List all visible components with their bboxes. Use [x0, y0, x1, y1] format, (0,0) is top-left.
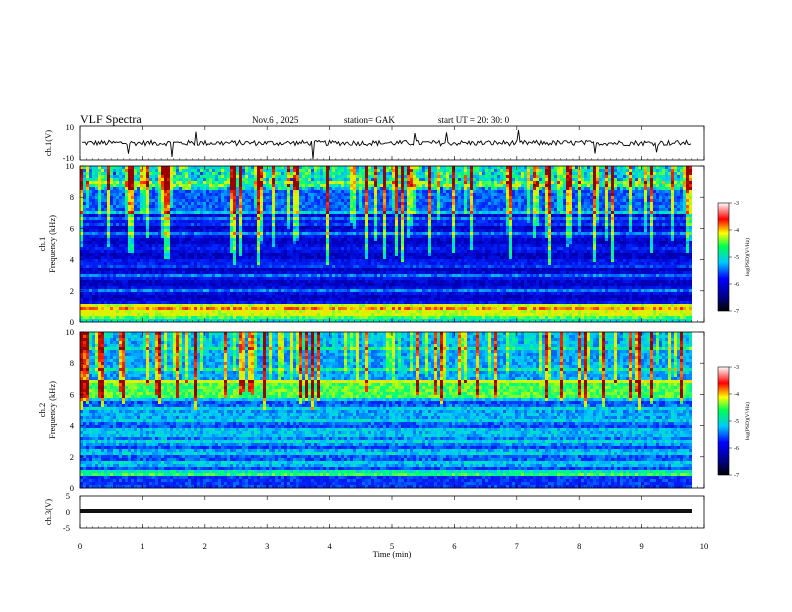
time-tick-label: 10	[700, 541, 709, 551]
ch3-waveform-trace	[80, 509, 692, 513]
ch3-ytick-bottom: -5	[63, 523, 70, 533]
freq-tick-label: 10	[66, 327, 75, 337]
ch2-spectrogram-ylabel-top: ch.2	[37, 403, 47, 417]
ch2-spectrogram-ylabel: Frequency (kHz)	[47, 381, 57, 439]
freq-tick-label: 6	[70, 223, 74, 233]
ch2-spectrogram-image	[80, 332, 704, 489]
time-tick-label: 7	[515, 541, 519, 551]
freq-tick-label: 10	[66, 161, 75, 171]
freq-tick-label: 0	[70, 483, 74, 493]
ch1-spectrogram-ylabel: Frequency (kHz)	[47, 215, 57, 273]
ch3-ylabel: ch.3(V)	[43, 499, 53, 525]
date-label: Nov.6 , 2025	[252, 115, 299, 125]
ch2-colorbar: -3 -4 -5 -6 -7 log(PSD)(V²/Hz)	[717, 365, 751, 479]
time-tick-label: 5	[390, 541, 394, 551]
colorbar-tick-label: -5	[734, 255, 739, 261]
time-tick-label: 2	[203, 541, 207, 551]
ch1-ylabel: ch.1(V)	[43, 130, 53, 156]
ch1-waveform-panel: 10 -10 ch.1(V)	[43, 122, 705, 163]
time-tick-label: 8	[577, 541, 581, 551]
time-tick-label: 1	[140, 541, 144, 551]
freq-tick-label: 8	[70, 192, 74, 202]
ch1-colorbar-label: log(PSD)(V²/Hz)	[744, 238, 751, 276]
time-axis-label: Time (min)	[373, 549, 412, 559]
ch1-spectrogram-panel: 10 8 6 4 2 0 ch.1 Frequency (kHz)	[37, 161, 705, 327]
ch2-colorbar-label: log(PSD)(V²/Hz)	[744, 402, 751, 440]
colorbar-tick-label: -5	[734, 419, 739, 425]
freq-tick-label: 8	[70, 358, 74, 368]
ch1-ytick-bottom: -10	[63, 153, 74, 163]
colorbar-tick-label: -4	[734, 392, 739, 398]
freq-tick-label: 4	[70, 421, 75, 431]
ch1-waveform-trace	[81, 129, 692, 160]
colorbar-tick-label: -6	[734, 282, 739, 288]
freq-tick-label: 2	[70, 286, 74, 296]
colorbar-tick-label: -3	[734, 201, 739, 207]
time-tick-label: 9	[639, 541, 643, 551]
colorbar-tick-label: -7	[734, 309, 739, 315]
time-tick-label: 6	[452, 541, 456, 551]
ch1-colorbar: -3 -4 -5 -6 -7 log(PSD)(V²/Hz)	[717, 201, 751, 315]
colorbar-tick-label: -6	[734, 446, 739, 452]
colorbar-tick-label: -3	[734, 365, 739, 371]
ch3-ytick-top: 5	[66, 491, 70, 501]
freq-tick-label: 2	[70, 452, 74, 462]
time-tick-label: 0	[78, 541, 82, 551]
freq-tick-label: 4	[70, 255, 75, 265]
time-tick-label: 3	[265, 541, 269, 551]
colorbar-tick-label: -4	[734, 228, 739, 234]
ch2-spectrogram-panel: 10 8 6 4 2 0 ch.2 Frequency (kHz)	[37, 327, 705, 493]
time-tick-label: 4	[327, 541, 332, 551]
time-axis: 0 1 2 3 4 5 6 7 8 9 10	[78, 126, 708, 551]
ch1-spectrogram-image	[80, 166, 704, 323]
freq-tick-label: 0	[70, 317, 74, 327]
station-label: station= GAK	[344, 115, 395, 125]
start-ut-label: start UT = 20: 30: 0	[438, 115, 510, 125]
colorbar-tick-label: -7	[734, 473, 739, 479]
freq-tick-label: 6	[70, 389, 74, 399]
ch1-spectrogram-ylabel-top: ch.1	[37, 237, 47, 251]
ch1-ytick-top: 10	[66, 122, 75, 132]
ch3-ytick-mid: 0	[66, 507, 70, 517]
figure-title: VLF Spectra	[80, 112, 142, 126]
